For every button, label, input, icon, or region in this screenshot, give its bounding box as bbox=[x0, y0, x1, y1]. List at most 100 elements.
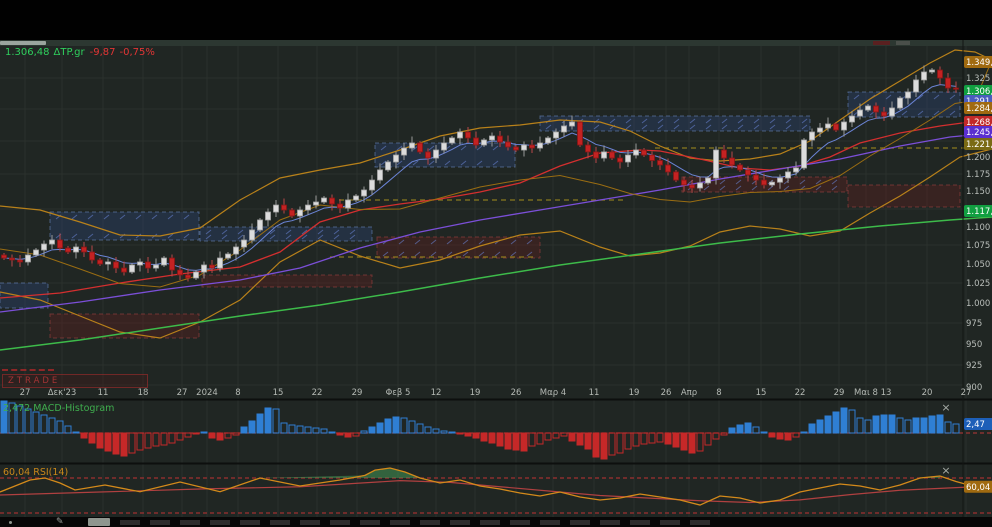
time-tick-label: 12 bbox=[431, 388, 442, 398]
pencil-icon[interactable]: ✎ bbox=[56, 517, 64, 527]
price-axis[interactable]: 1.3251.2501.2251.2001.1751.1501.1251.100… bbox=[964, 56, 992, 493]
price-tick-label: 1.200 bbox=[966, 153, 990, 163]
demand-zone bbox=[49, 211, 200, 241]
rsi-close-icon[interactable]: × bbox=[941, 464, 951, 477]
zone-hatch-marks bbox=[687, 179, 838, 191]
time-tick-label: 11 bbox=[98, 388, 109, 398]
taskbar-dot-icon bbox=[9, 521, 12, 524]
taskbar-item[interactable] bbox=[300, 520, 320, 525]
svg-text:1.306,48: 1.306,48 bbox=[966, 87, 992, 97]
taskbar-active-button[interactable] bbox=[88, 518, 110, 526]
svg-text:1.284,3: 1.284,3 bbox=[966, 104, 992, 114]
price-change-percent: -0,75% bbox=[119, 47, 155, 58]
macd-close-icon[interactable]: × bbox=[941, 401, 951, 414]
time-tick-label: 27 bbox=[20, 388, 31, 398]
price-tick-label: 1.100 bbox=[966, 223, 990, 233]
rsi-layer bbox=[0, 467, 992, 514]
price-tick-label: 900 bbox=[966, 383, 982, 393]
taskbar-item[interactable] bbox=[420, 520, 440, 525]
candlestick-layer bbox=[1, 65, 959, 282]
taskbar-item[interactable] bbox=[240, 520, 260, 525]
time-tick-label: 20 bbox=[922, 388, 933, 398]
bottom-taskbar[interactable]: ✎ bbox=[0, 517, 992, 527]
taskbar-item[interactable] bbox=[180, 520, 200, 525]
time-tick-label: 29 bbox=[352, 388, 363, 398]
taskbar-item[interactable] bbox=[510, 520, 530, 525]
supply-zone bbox=[847, 184, 961, 208]
time-tick-label: Μαρ 4 bbox=[540, 388, 566, 398]
watermark-dash bbox=[2, 369, 54, 371]
svg-text:60,04: 60,04 bbox=[966, 483, 990, 493]
time-tick-label: 19 bbox=[470, 388, 481, 398]
scrollbar-thumb[interactable] bbox=[0, 41, 46, 45]
price-tick-label: 1.000 bbox=[966, 299, 990, 309]
axis-badge bbox=[964, 102, 992, 114]
rsi-overbought-fill bbox=[45, 468, 940, 478]
time-tick-label: Απρ bbox=[681, 388, 697, 398]
price-change: -9,87 bbox=[89, 47, 116, 58]
rsi-axis-badge: 60,04 bbox=[964, 480, 992, 493]
taskbar-item[interactable] bbox=[390, 520, 410, 525]
time-tick-label: 29 bbox=[834, 388, 845, 398]
axis-badge bbox=[964, 205, 992, 217]
price-tick-label: 925 bbox=[966, 361, 982, 371]
time-tick-label: 27 bbox=[177, 388, 188, 398]
time-axis[interactable]: 27 Δεκ'23 11 18 27 2024 8 15 22 29 Φεβ 5 12 19 26 Μαρ … bbox=[20, 388, 972, 398]
symbol-name: ΔTP.gr bbox=[53, 47, 85, 58]
taskbar-item[interactable] bbox=[660, 520, 680, 525]
taskbar-item[interactable] bbox=[330, 520, 350, 525]
time-tick-label: 22 bbox=[795, 388, 806, 398]
taskbar-item[interactable] bbox=[270, 520, 290, 525]
window-control-red[interactable] bbox=[873, 41, 890, 45]
axis-badge bbox=[964, 56, 992, 68]
price-tick-label: 1.175 bbox=[966, 170, 990, 180]
price-tick-label: 1.025 bbox=[966, 279, 990, 289]
macd-study-label[interactable]: 2,472 MACD-Histogram bbox=[3, 403, 114, 414]
panel-separators bbox=[0, 40, 992, 517]
macd-name: MACD-Histogram bbox=[33, 403, 115, 414]
taskbar-item[interactable] bbox=[150, 520, 170, 525]
taskbar-item[interactable] bbox=[600, 520, 620, 525]
time-tick-label: 13 bbox=[881, 388, 892, 398]
taskbar-item[interactable] bbox=[210, 520, 230, 525]
axis-badge bbox=[964, 138, 992, 150]
time-tick-label: 15 bbox=[273, 388, 284, 398]
top-black-region bbox=[0, 0, 992, 40]
time-tick-label: 26 bbox=[511, 388, 522, 398]
time-tick-label: Δεκ'23 bbox=[48, 388, 77, 398]
rsi-ma-line bbox=[0, 480, 976, 504]
price-tick-label: 1.150 bbox=[966, 187, 990, 197]
time-tick-label: 11 bbox=[589, 388, 600, 398]
axis-badge bbox=[964, 418, 992, 430]
taskbar-item[interactable] bbox=[630, 520, 650, 525]
time-tick-label: Μαι 8 bbox=[854, 388, 878, 398]
svg-text:1.349,8: 1.349,8 bbox=[966, 58, 992, 68]
taskbar-item[interactable] bbox=[570, 520, 590, 525]
last-price: 1.306,48 bbox=[5, 47, 50, 58]
price-tick-label: 1.050 bbox=[966, 260, 990, 270]
rsi-study-label[interactable]: 60,04 RSI(14) bbox=[3, 467, 68, 478]
macd-histogram-layer bbox=[0, 400, 992, 460]
time-tick-label: 22 bbox=[312, 388, 323, 398]
window-control-gray[interactable] bbox=[896, 41, 910, 45]
taskbar-item[interactable] bbox=[450, 520, 470, 525]
price-tick-label: 975 bbox=[966, 319, 982, 329]
svg-text:1.268,0: 1.268,0 bbox=[966, 118, 992, 128]
time-tick-label: 26 bbox=[661, 388, 672, 398]
taskbar-item[interactable] bbox=[540, 520, 560, 525]
taskbar-item[interactable] bbox=[120, 520, 140, 525]
axis-badge bbox=[964, 480, 992, 493]
symbol-header: 1.306,48 ΔTP.gr -9,87 -0,75% bbox=[5, 47, 155, 58]
taskbar-item[interactable] bbox=[480, 520, 500, 525]
rsi-value: 60,04 bbox=[3, 467, 31, 478]
supply-zone bbox=[201, 274, 373, 288]
time-tick-label: 18 bbox=[138, 388, 149, 398]
chart-top-scroll-strip bbox=[0, 40, 992, 46]
time-tick-label: Φεβ 5 bbox=[386, 388, 411, 398]
taskbar-item[interactable] bbox=[360, 520, 380, 525]
taskbar-item[interactable] bbox=[690, 520, 710, 525]
time-tick-label: 15 bbox=[756, 388, 767, 398]
time-tick-label: 2024 bbox=[196, 388, 218, 398]
